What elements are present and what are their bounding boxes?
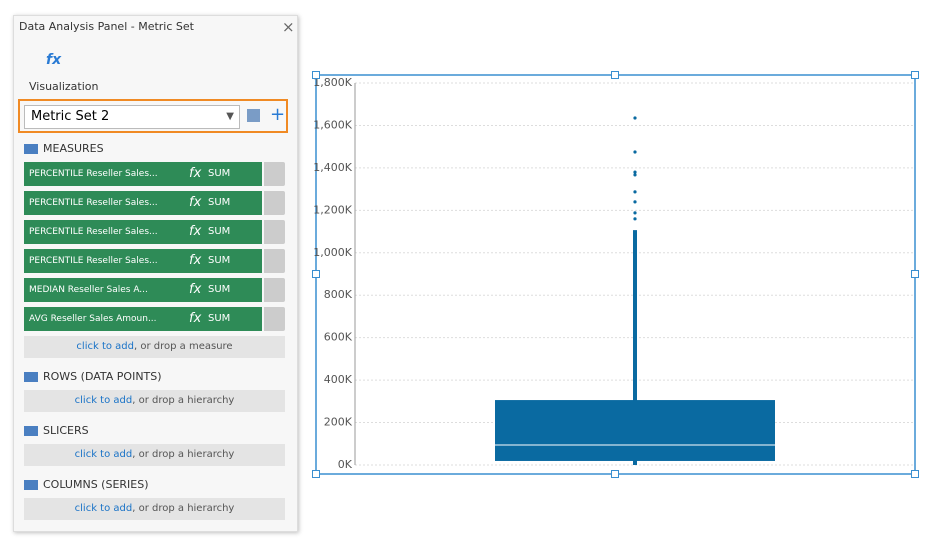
y-tick-label: 200K [324,416,353,429]
measure-name: PERCENTILE Reseller Sales... [29,256,158,266]
function-icon[interactable]: fx [189,166,202,181]
aggregate[interactable]: SUM [208,168,231,179]
close-button[interactable]: × [282,18,295,36]
outlier [633,170,637,174]
y-tick-label: 0K [338,458,353,471]
section-icon [24,144,38,154]
y-tick-label: 1,000K [313,246,352,259]
drop-hint: , or drop a hierarchy [132,449,235,460]
remove-button[interactable] [264,191,285,215]
add-link[interactable]: click to add [74,503,133,514]
measure-name: PERCENTILE Reseller Sales... [29,198,158,208]
add-metric-set[interactable]: + [270,104,286,125]
y-tick-label: 600K [324,331,353,344]
visualization-icon[interactable]: fx [46,52,62,68]
resize-handle [611,470,619,478]
remove-button[interactable] [264,162,285,186]
measure-name: PERCENTILE Reseller Sales... [29,227,158,237]
resize-handle [911,470,919,478]
resize-handle [312,71,320,79]
add-link[interactable]: click to add [76,341,134,352]
y-tick-label: 1,200K [313,203,352,216]
aggregate[interactable]: SUM [208,284,231,295]
measure-name: AVG Reseller Sales Amoun... [29,314,157,324]
measure-item[interactable]: PERCENTILE Reseller Sales... [24,162,262,186]
metric-set-name: Metric Set 2 [31,109,110,124]
drop-hint: , or drop a hierarchy [132,395,235,406]
metric-set-dropdown[interactable]: Metric Set 2 ▼ [24,105,240,129]
aggregate[interactable]: SUM [208,197,231,208]
outlier [633,150,637,154]
section-icon [24,372,38,382]
measure-name: PERCENTILE Reseller Sales... [29,169,158,179]
function-icon[interactable]: fx [189,311,202,326]
outlier [633,173,637,177]
measure-item[interactable]: PERCENTILE Reseller Sales... [24,249,262,273]
y-tick-label: 1,600K [313,118,352,131]
add-link[interactable]: click to add [74,449,133,460]
drop-hint: , or drop a measure [134,341,233,352]
outlier [633,217,637,221]
visualization-label[interactable]: Visualization [29,80,99,93]
measure-name: MEDIAN Reseller Sales A... [29,285,148,295]
measure-item[interactable]: AVG Reseller Sales Amoun... [24,307,262,331]
chart: 0K 200K 400K 600K 800K 1,000K 1,200K 1,400K 1,60… [312,71,919,478]
section-icon [24,480,38,490]
outlier [633,190,637,194]
aggregate[interactable]: SUM [208,313,231,324]
remove-button[interactable] [264,220,285,244]
section-label: MEASURES [43,142,104,155]
remove-button[interactable] [264,307,285,331]
resize-handle [911,270,919,278]
remove-button[interactable] [264,278,285,302]
drop-hint: , or drop a hierarchy [132,503,235,514]
y-tick-label: 1,800K [313,76,352,89]
section-label: COLUMNS (SERIES) [43,478,149,491]
measure-item[interactable]: MEDIAN Reseller Sales A... [24,278,262,302]
remove-button[interactable] [264,249,285,273]
function-icon[interactable]: fx [189,282,202,297]
resize-handle [911,71,919,79]
add-link[interactable]: click to add [74,395,133,406]
outlier [633,200,637,204]
measure-item[interactable]: PERCENTILE Reseller Sales... [24,220,262,244]
section-label: SLICERS [43,424,89,437]
measure-item[interactable]: PERCENTILE Reseller Sales... [24,191,262,215]
metric-set-highlight [18,99,288,133]
function-icon[interactable]: fx [189,195,202,210]
function-icon[interactable]: fx [189,253,202,268]
section-label: ROWS (DATA POINTS) [43,370,162,383]
edit-metric-set[interactable] [247,109,260,122]
y-tick-label: 1,400K [313,161,352,174]
section-icon [24,426,38,436]
outlier [633,116,637,120]
drop-zone[interactable]: click to add, or drop a measure [24,336,285,358]
aggregate[interactable]: SUM [208,226,231,237]
panel-title: Data Analysis Panel - Metric Set [19,20,194,33]
drop-zone[interactable]: click to add, or drop a hierarchy [24,390,285,412]
function-icon[interactable]: fx [189,224,202,239]
drop-zone[interactable]: click to add, or drop a hierarchy [24,444,285,466]
resize-handle [312,470,320,478]
y-tick-label: 800K [324,288,353,301]
data-analysis-panel: Data Analysis Panel - Metric Set × fx Vi… [13,15,298,532]
drop-zone[interactable]: click to add, or drop a hierarchy [24,498,285,520]
box [495,400,775,461]
y-tick-label: 400K [324,373,353,386]
resize-handle [611,71,619,79]
resize-handle [312,270,320,278]
aggregate[interactable]: SUM [208,255,231,266]
outlier [633,211,637,215]
